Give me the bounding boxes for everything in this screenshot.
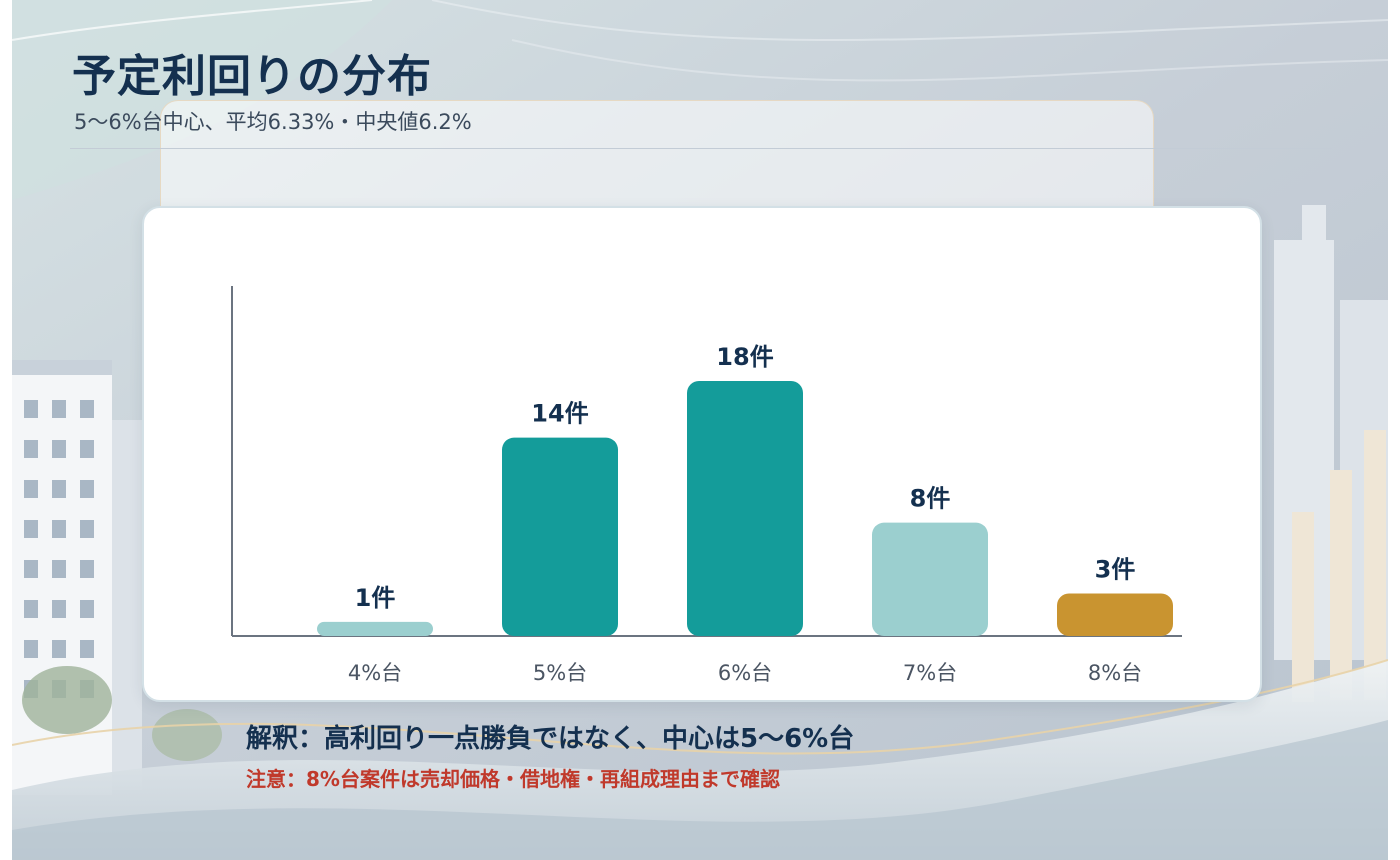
bar-cat5 bbox=[1057, 593, 1173, 636]
page-subtitle: 5〜6%台中心、平均6.33%・中央値6.2% bbox=[74, 110, 472, 134]
value-label-cat4: 8件 bbox=[910, 485, 951, 513]
bar-cat4 bbox=[872, 522, 988, 636]
x-tick-label-cat5: 8%台 bbox=[1088, 661, 1142, 685]
bar-cat1 bbox=[317, 621, 433, 636]
chart-card: 1件 4%台 14件 5%台 18件 6%台 8件 7%台 3件 8%台 bbox=[142, 206, 1262, 702]
title-divider bbox=[70, 148, 1332, 149]
value-label-cat2: 14件 bbox=[531, 400, 588, 428]
x-tick-label-cat4: 7%台 bbox=[903, 661, 957, 685]
x-tick-label-cat1: 4%台 bbox=[348, 661, 402, 685]
caution-note: 注意：8%台案件は売却価格・借地権・再組成理由まで確認 bbox=[246, 767, 780, 791]
bar-cat3 bbox=[687, 381, 803, 636]
value-label-cat1: 1件 bbox=[355, 584, 396, 612]
x-tick-label-cat3: 6%台 bbox=[718, 661, 772, 685]
interpretation-note: 解釈：高利回り一点勝負ではなく、中心は5〜6%台 bbox=[246, 724, 855, 754]
bar-cat2 bbox=[502, 437, 618, 636]
page-title: 予定利回りの分布 bbox=[72, 51, 432, 102]
value-label-cat3: 18件 bbox=[716, 343, 773, 371]
value-label-cat5: 3件 bbox=[1095, 556, 1136, 584]
slide: 予定利回りの分布 5〜6%台中心、平均6.33%・中央値6.2% 1件 4%台 14… bbox=[12, 0, 1388, 860]
bar-chart: 1件 4%台 14件 5%台 18件 6%台 8件 7%台 3件 8%台 bbox=[231, 286, 1182, 685]
x-tick-label-cat2: 5%台 bbox=[533, 661, 587, 685]
